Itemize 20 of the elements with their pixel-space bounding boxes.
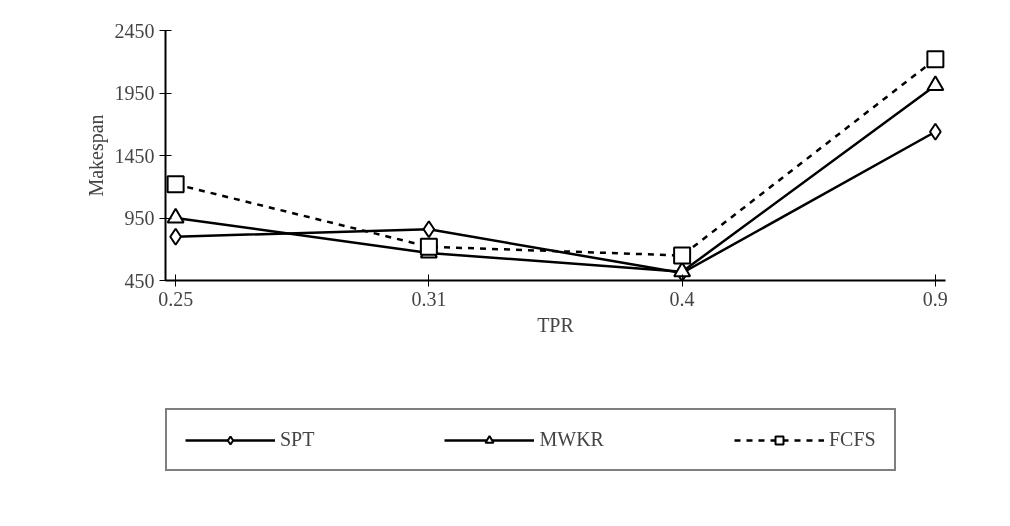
legend-label: MWKR xyxy=(539,428,604,451)
point xyxy=(673,246,692,265)
point xyxy=(926,75,945,92)
legend-label: FCFS xyxy=(828,428,876,451)
y-tick-label: 450 xyxy=(124,269,155,292)
x-tick-label: 0.4 xyxy=(669,287,695,310)
x-axis-title: TPR xyxy=(537,313,575,336)
legend-label: SPT xyxy=(280,428,315,451)
y-tick-label: 950 xyxy=(124,207,155,229)
point xyxy=(166,175,185,194)
x-tick-label: 0.31 xyxy=(411,287,447,310)
y-tick-label: 1950 xyxy=(114,82,155,104)
point xyxy=(926,50,945,69)
point xyxy=(422,220,436,239)
x-tick-label: 0.25 xyxy=(158,287,194,310)
y-tick-label: 2450 xyxy=(114,19,155,42)
point xyxy=(419,237,438,256)
x-tick-label: 0.9 xyxy=(922,287,948,310)
y-tick-label: 1450 xyxy=(114,144,155,167)
y-axis-title: Makespan xyxy=(84,114,108,197)
